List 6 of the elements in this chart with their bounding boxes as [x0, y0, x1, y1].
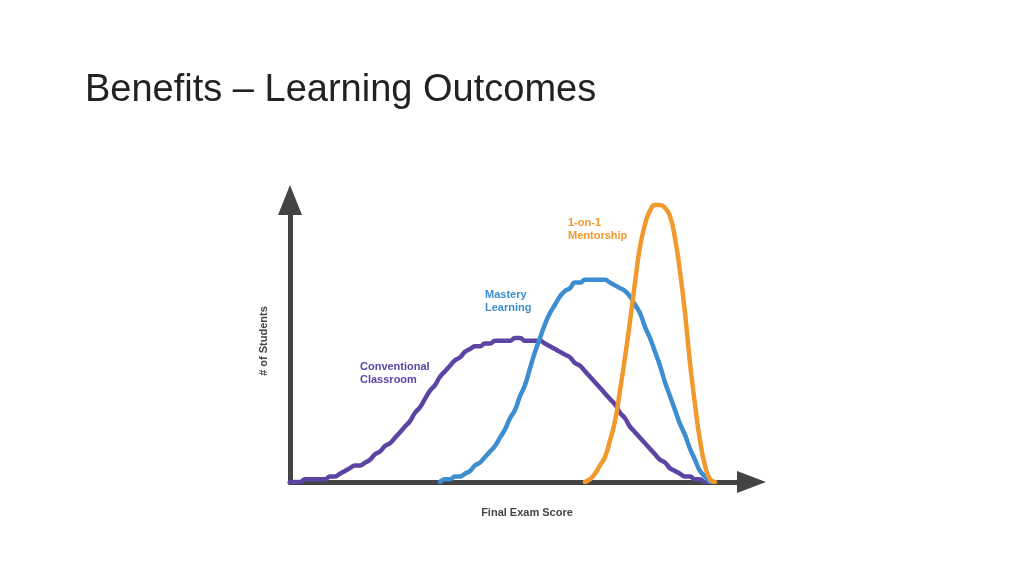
series-label: Conventional Classroom — [360, 359, 430, 385]
x-axis-title: Final Exam Score — [481, 505, 573, 518]
chart-title: Benefits – Learning Outcomes — [85, 67, 597, 109]
series-label: Mastery Learning — [485, 287, 532, 313]
series-label: 1-on-1 Mentorship — [568, 215, 628, 241]
y-axis-title: # of Students — [256, 306, 269, 376]
